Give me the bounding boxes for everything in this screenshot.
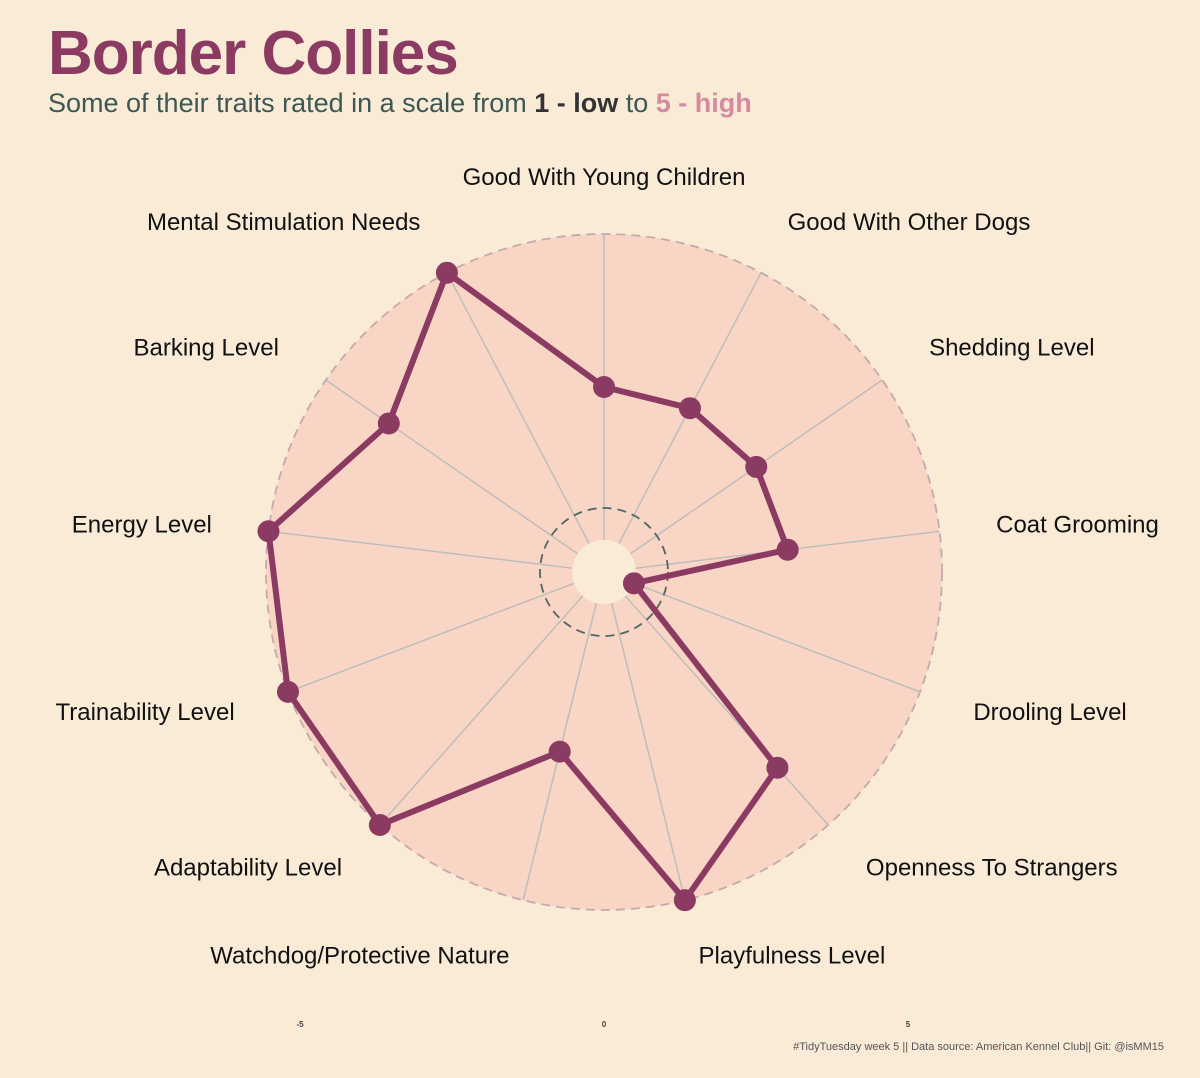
grid-spoke bbox=[325, 379, 579, 555]
data-point-9 bbox=[368, 813, 391, 836]
data-point-5 bbox=[622, 572, 645, 595]
grid-spoke bbox=[379, 595, 584, 826]
trait-labels: Good With Young Children Good With Other … bbox=[55, 164, 1158, 970]
data-point-12 bbox=[377, 412, 400, 435]
trait-label-10: Trainability Level bbox=[55, 699, 234, 726]
data-point-7 bbox=[673, 889, 696, 912]
trait-label-9: Adaptability Level bbox=[154, 855, 342, 882]
chart-title: Border Collies bbox=[48, 19, 459, 88]
subtitle-low-label: 1 - low bbox=[534, 88, 619, 118]
trait-label-8: Watchdog/Protective Nature bbox=[210, 943, 509, 970]
grid-spoke bbox=[446, 272, 590, 544]
grid-spoke bbox=[624, 595, 829, 826]
subtitle-prefix: Some of their traits rated in a scale fr… bbox=[48, 88, 535, 118]
data-point-2 bbox=[678, 397, 701, 420]
grid-spoke bbox=[610, 602, 686, 901]
data-point-1 bbox=[593, 376, 615, 398]
trait-label-5: Drooling Level bbox=[973, 699, 1126, 726]
x-tick-label: 0 bbox=[602, 1020, 607, 1029]
series-line bbox=[265, 269, 791, 904]
trait-label-13: Mental Stimulation Needs bbox=[147, 209, 420, 236]
data-point-3 bbox=[745, 455, 768, 478]
center-hole bbox=[572, 540, 636, 604]
trait-label-12: Barking Level bbox=[133, 335, 278, 362]
data-point-13 bbox=[435, 261, 458, 284]
data-point-10 bbox=[276, 680, 299, 703]
chart-subtitle: Some of their traits rated in a scale fr… bbox=[48, 88, 752, 119]
inner-ring bbox=[539, 507, 669, 637]
grid-spoke bbox=[633, 582, 921, 693]
data-point-6 bbox=[766, 756, 789, 779]
trait-label-2: Good With Other Dogs bbox=[788, 209, 1031, 236]
radar-background bbox=[265, 233, 943, 911]
source-caption: #TidyTuesday week 5 || Data source: Amer… bbox=[793, 1041, 1164, 1053]
trait-label-7: Playfulness Level bbox=[699, 943, 886, 970]
x-tick-label: 5 bbox=[906, 1020, 911, 1029]
data-point-8 bbox=[548, 740, 571, 763]
trait-label-4: Coat Grooming bbox=[996, 511, 1159, 538]
trait-label-11: Energy Level bbox=[72, 511, 212, 538]
radar-gridlines bbox=[268, 234, 940, 901]
trait-label-6: Openness To Strangers bbox=[866, 855, 1118, 882]
trait-label-1: Good With Young Children bbox=[463, 164, 746, 191]
radar-series bbox=[257, 261, 799, 912]
subtitle-high-label: 5 - high bbox=[655, 88, 752, 118]
subtitle-middle: to bbox=[618, 88, 656, 118]
data-point-4 bbox=[776, 538, 799, 561]
trait-label-3: Shedding Level bbox=[929, 335, 1094, 362]
x-tick-label: -5 bbox=[296, 1020, 304, 1029]
x-axis-ticks: -5 0 5 bbox=[296, 1020, 910, 1029]
grid-spoke bbox=[287, 582, 575, 693]
grid-spoke bbox=[268, 530, 573, 569]
data-point-11 bbox=[257, 520, 280, 543]
